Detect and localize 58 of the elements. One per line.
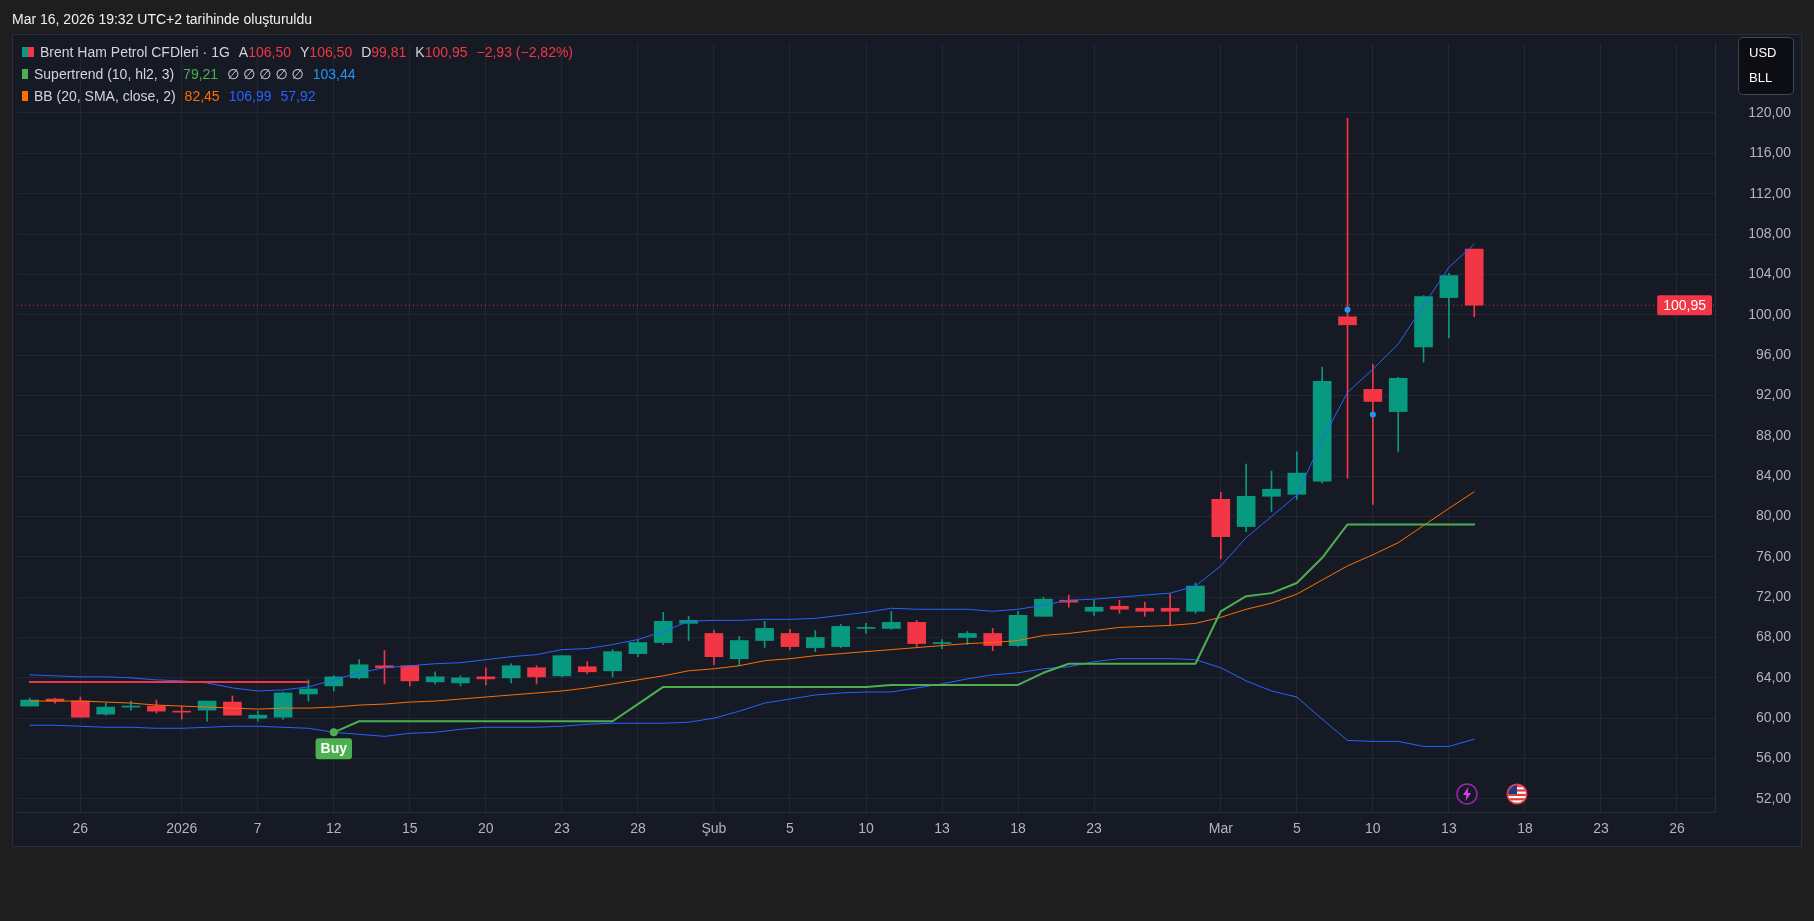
- annotation: D99,81: [361, 44, 407, 60]
- x-tick-label: 15: [402, 820, 418, 837]
- x-tick-label: 23: [1086, 820, 1103, 837]
- y-tick-label: 112,00: [1749, 184, 1792, 201]
- y-tick-label: 68,00: [1755, 628, 1792, 645]
- legend-label: Brent Ham Petrol CFDleri · 1G: [40, 43, 230, 62]
- y-tick-label: 52,00: [1755, 789, 1792, 806]
- x-tick-label: 13: [1441, 820, 1457, 837]
- y-tick-label: 96,00: [1755, 345, 1792, 362]
- y-tick-label: 72,00: [1755, 588, 1792, 605]
- y-tick-label: 108,00: [1748, 224, 1792, 241]
- legend-label: Supertrend (10, hl2, 3): [34, 65, 175, 84]
- x-tick-label: 10: [858, 820, 874, 837]
- x-tick-label: 26: [1669, 820, 1685, 837]
- y-tick-label: 84,00: [1755, 466, 1792, 483]
- legend-label: BB (20, SMA, close, 2): [34, 87, 176, 106]
- y-tick-label: 116,00: [1749, 144, 1792, 161]
- y-tick-label: 76,00: [1755, 547, 1792, 564]
- y-tick-label: 80,00: [1755, 507, 1792, 524]
- x-tick-label: 18: [1010, 820, 1027, 837]
- annotation: 103,44: [312, 65, 356, 84]
- ref-line-label: 100,95: [1663, 297, 1707, 314]
- x-tick-label: Mar: [1208, 820, 1234, 837]
- x-tick-label: 12: [326, 820, 342, 837]
- annotation: 82,45: [184, 87, 220, 106]
- annotation: −2,93 (−2,82%): [476, 43, 574, 62]
- annotation: A106,50: [238, 44, 291, 60]
- annotation: Buy: [320, 740, 348, 757]
- text: BLL: [1749, 70, 1773, 86]
- y-tick-label: 56,00: [1755, 749, 1792, 766]
- annotation: 106,99: [228, 87, 272, 106]
- chart-title: Mar 16, 2026 19:32 UTC+2 tarihinde oluşturuldu: [12, 10, 313, 28]
- annotation: K100,95: [415, 44, 468, 60]
- x-tick-label: 13: [934, 820, 951, 837]
- x-tick-label: 5: [1292, 820, 1301, 837]
- x-tick-label: 7: [253, 820, 262, 837]
- x-tick-label: 18: [1517, 820, 1533, 837]
- x-tick-label: 20: [478, 820, 494, 837]
- x-tick-label: 23: [1593, 820, 1609, 837]
- annotation: 79,21: [183, 65, 219, 84]
- y-tick-label: 120,00: [1748, 103, 1792, 120]
- y-tick-label: 100,00: [1748, 305, 1792, 322]
- text: USD: [1749, 45, 1777, 61]
- y-tick-label: 88,00: [1755, 426, 1792, 443]
- y-tick-label: 64,00: [1755, 668, 1792, 685]
- y-tick-label: 60,00: [1755, 709, 1792, 726]
- y-tick-label: 92,00: [1755, 386, 1792, 403]
- x-tick-label: 23: [554, 820, 570, 837]
- annotation: ∅ ∅ ∅ ∅ ∅: [227, 65, 304, 84]
- x-tick-label: Şub: [701, 820, 727, 837]
- annotation: Y106,50: [300, 44, 353, 60]
- y-tick-label: 104,00: [1748, 265, 1792, 282]
- x-tick-label: 5: [786, 820, 795, 837]
- annotation: 57,92: [280, 87, 316, 106]
- x-tick-label: 2026: [166, 820, 198, 837]
- x-tick-label: 26: [72, 820, 89, 837]
- x-tick-label: 10: [1365, 820, 1381, 837]
- x-tick-label: 28: [630, 820, 646, 837]
